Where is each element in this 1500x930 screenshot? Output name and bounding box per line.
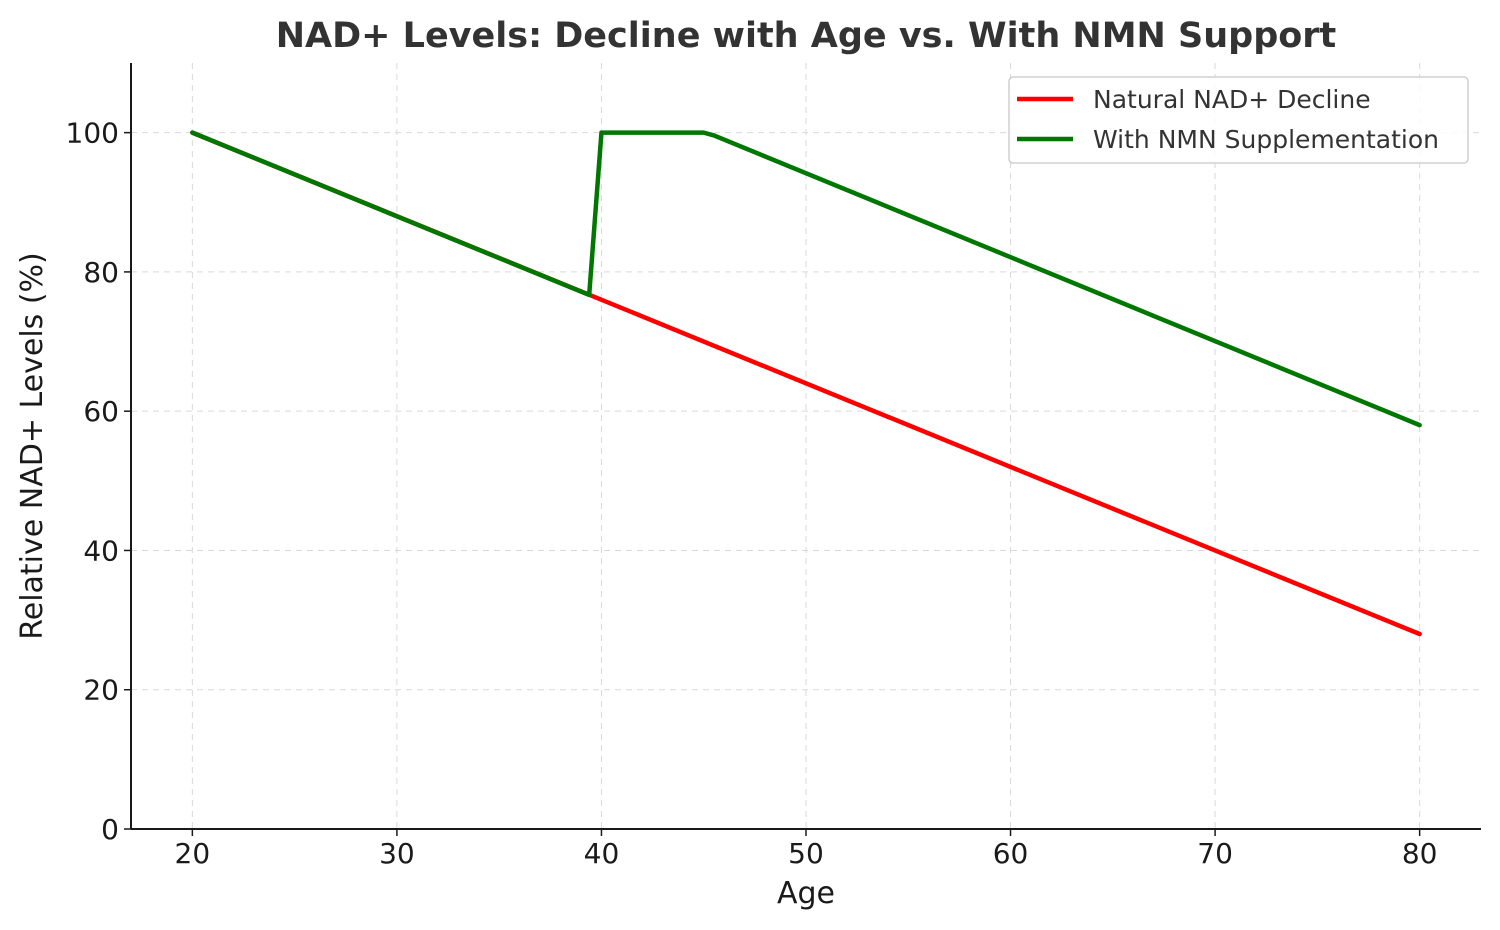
series-line-2 (190, 130, 1422, 428)
legend-label: With NMN Supplementation (1093, 125, 1439, 154)
tick-layer: 20 30 40 50 60 70 80 0 20 40 60 80 100 (66, 117, 1438, 870)
y-tick-label: 60 (83, 395, 119, 428)
y-tick-label: 20 (83, 674, 119, 707)
x-axis-title: Age (777, 876, 835, 911)
x-tick-label: 20 (175, 837, 211, 870)
x-tick-label: 40 (584, 837, 620, 870)
x-tick-label: 80 (1402, 837, 1438, 870)
grid-layer (131, 63, 1481, 829)
legend-box (1008, 76, 1469, 164)
y-axis-title: Relative NAD+ Levels (%) (15, 252, 50, 640)
legend: Natural NAD+ Decline With NMN Supplementa… (1008, 76, 1469, 164)
y-tick-label: 40 (83, 534, 119, 567)
x-tick-label: 70 (1197, 837, 1233, 870)
x-tick-label: 30 (379, 837, 415, 870)
x-tick-label: 50 (788, 837, 824, 870)
y-tick-label: 0 (101, 813, 119, 846)
series-layer (190, 130, 1422, 637)
x-tick-label: 60 (993, 837, 1029, 870)
legend-label: Natural NAD+ Decline (1093, 85, 1371, 114)
y-tick-label: 100 (66, 117, 119, 150)
y-tick-label: 80 (83, 256, 119, 289)
chart-title: NAD+ Levels: Decline with Age vs. With N… (276, 16, 1337, 56)
